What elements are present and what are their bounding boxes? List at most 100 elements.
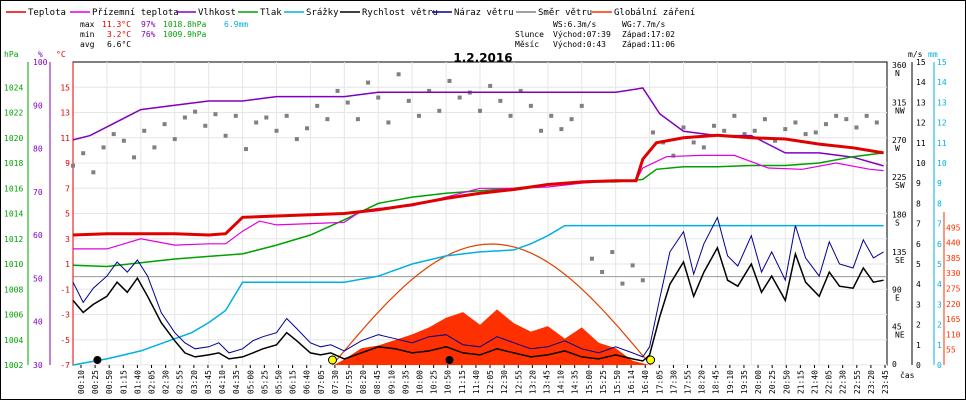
x-tick-label: 06:15 — [289, 370, 298, 394]
temperature-tick-label: 7 — [65, 184, 70, 193]
pressure-tick-label: 1016 — [4, 184, 23, 193]
stats-min-label: min — [80, 30, 95, 39]
direction-compass-label: SW — [895, 181, 905, 190]
legend-label-zareni: Globální záření — [614, 8, 695, 18]
x-tick-label: 20:00 — [754, 370, 763, 394]
wind-direction-point — [243, 147, 248, 152]
axis-unit-hum: % — [38, 50, 43, 59]
sun-curve — [332, 243, 652, 366]
wind-direction-point — [264, 115, 269, 120]
x-tick-label: 09:10 — [387, 370, 396, 394]
humidity-tick-label: 40 — [33, 318, 43, 327]
radiation-tick-label: 220 — [946, 300, 961, 309]
wind-direction-point — [437, 108, 442, 113]
x-tick-label: 17:30 — [669, 370, 678, 394]
ground-temperature-line — [73, 154, 884, 250]
wind-direction-point — [712, 123, 717, 128]
wind-direction-point — [834, 113, 839, 118]
temperature-tick-label: -7 — [60, 361, 70, 370]
wind-tick-label: 11 — [916, 139, 926, 148]
info-ws: WS:6.3m/s — [553, 20, 597, 29]
radiation-tick-label: 110 — [946, 330, 961, 339]
wind-direction-point — [844, 117, 849, 122]
pressure-tick-label: 1022 — [4, 109, 23, 118]
wind-direction-point — [508, 113, 513, 118]
sunrise-marker — [327, 355, 337, 365]
wind-direction-point — [528, 103, 533, 108]
humidity-tick-label: 60 — [33, 231, 43, 240]
pressure-tick-label: 1010 — [4, 260, 23, 269]
info-slunce: Slunce — [515, 30, 544, 39]
wind-tick-label: 15 — [916, 58, 926, 67]
x-tick-label: 17:05 — [655, 370, 664, 394]
wind-direction-point — [478, 108, 482, 113]
x-axis-label: čas — [900, 370, 915, 380]
wind-direction-point — [854, 125, 859, 130]
x-tick-label: 23:20 — [867, 370, 876, 394]
wind-tick-label: 1 — [916, 341, 921, 350]
direction-compass-label: W — [895, 144, 900, 153]
wind-direction-point — [600, 269, 605, 274]
rain-tick-label: 4 — [937, 280, 942, 289]
temperature-tick-label: 3 — [65, 235, 70, 244]
pressure-line — [72, 152, 884, 268]
x-tick-label: 10:00 — [416, 370, 425, 394]
direction-tick-label: 0 — [892, 360, 897, 369]
x-tick-label: 07:30 — [331, 370, 340, 394]
radiation-tick-label: 55 — [946, 346, 956, 355]
wind-direction-point — [172, 137, 177, 142]
legend-label-vlhkost: Vlhkost — [198, 8, 236, 18]
wind-direction-point — [864, 113, 869, 118]
humidity-tick-label: 100 — [33, 58, 48, 67]
wind-direction-point — [427, 88, 432, 93]
wind-direction-point — [650, 130, 655, 135]
wind-direction-point — [752, 128, 757, 133]
x-tick-label: 11:40 — [472, 370, 481, 394]
direction-tick-label: 45 — [892, 323, 902, 332]
legend-label-srazky: Srážky — [306, 8, 339, 18]
temperature-tick-label: 15 — [60, 83, 70, 92]
wind-direction-point — [121, 138, 126, 143]
radiation-tick-label: 440 — [946, 239, 961, 248]
rain-tick-label: 9 — [937, 179, 942, 188]
radiation-tick-label: 495 — [946, 223, 961, 232]
wind-tick-label: 3 — [916, 300, 921, 309]
wind-tick-label: 5 — [916, 260, 921, 269]
moonset-marker — [445, 356, 454, 364]
wind-tick-label: 13 — [916, 98, 926, 107]
x-tick-label: 00:10 — [77, 370, 86, 394]
x-tick-label: 04:10 — [218, 370, 227, 394]
wind-direction-point — [376, 95, 381, 100]
wind-tick-label: 7 — [916, 220, 921, 229]
stats-block: max 11.3°C 97% 1018.8hPa 6.9mm min 3.2°C… — [80, 20, 248, 49]
wind-direction-point — [701, 145, 706, 150]
rain-tick-label: 13 — [937, 98, 947, 107]
pressure-tick-label: 1006 — [4, 311, 23, 320]
stats-max-rain: 6.9mm — [224, 20, 248, 29]
pressure-tick-label: 1012 — [4, 235, 23, 244]
pressure-tick-label: 1004 — [4, 336, 23, 345]
pressure-tick-label: 1020 — [4, 134, 23, 143]
temperature-tick-label: 13 — [60, 109, 70, 118]
wind-direction-point — [416, 113, 421, 118]
x-tick-label: 21:40 — [810, 370, 819, 394]
wind-direction-point — [101, 145, 106, 150]
stats-min-temp: 3.2°C — [107, 30, 131, 39]
stats-avg-label: avg — [80, 40, 95, 49]
x-tick-label: 02:05 — [148, 370, 157, 394]
x-tick-label: 05:00 — [246, 370, 255, 394]
x-tick-label: 15:00 — [585, 370, 594, 394]
rain-tick-label: 8 — [937, 199, 942, 208]
wind-direction-point — [294, 137, 299, 142]
temperature-line — [72, 133, 884, 237]
wind-direction-point — [518, 88, 523, 93]
pressure-tick-label: 1008 — [4, 285, 23, 294]
wind-direction-point — [284, 113, 289, 118]
direction-compass-label: SE — [895, 256, 905, 265]
rain-tick-label: 15 — [937, 58, 947, 67]
x-tick-label: 07:55 — [345, 370, 354, 394]
wind-direction-point — [549, 113, 554, 118]
x-tick-label: 16:40 — [641, 370, 650, 394]
wind-direction-point — [640, 278, 645, 283]
radiation-area — [334, 309, 650, 365]
